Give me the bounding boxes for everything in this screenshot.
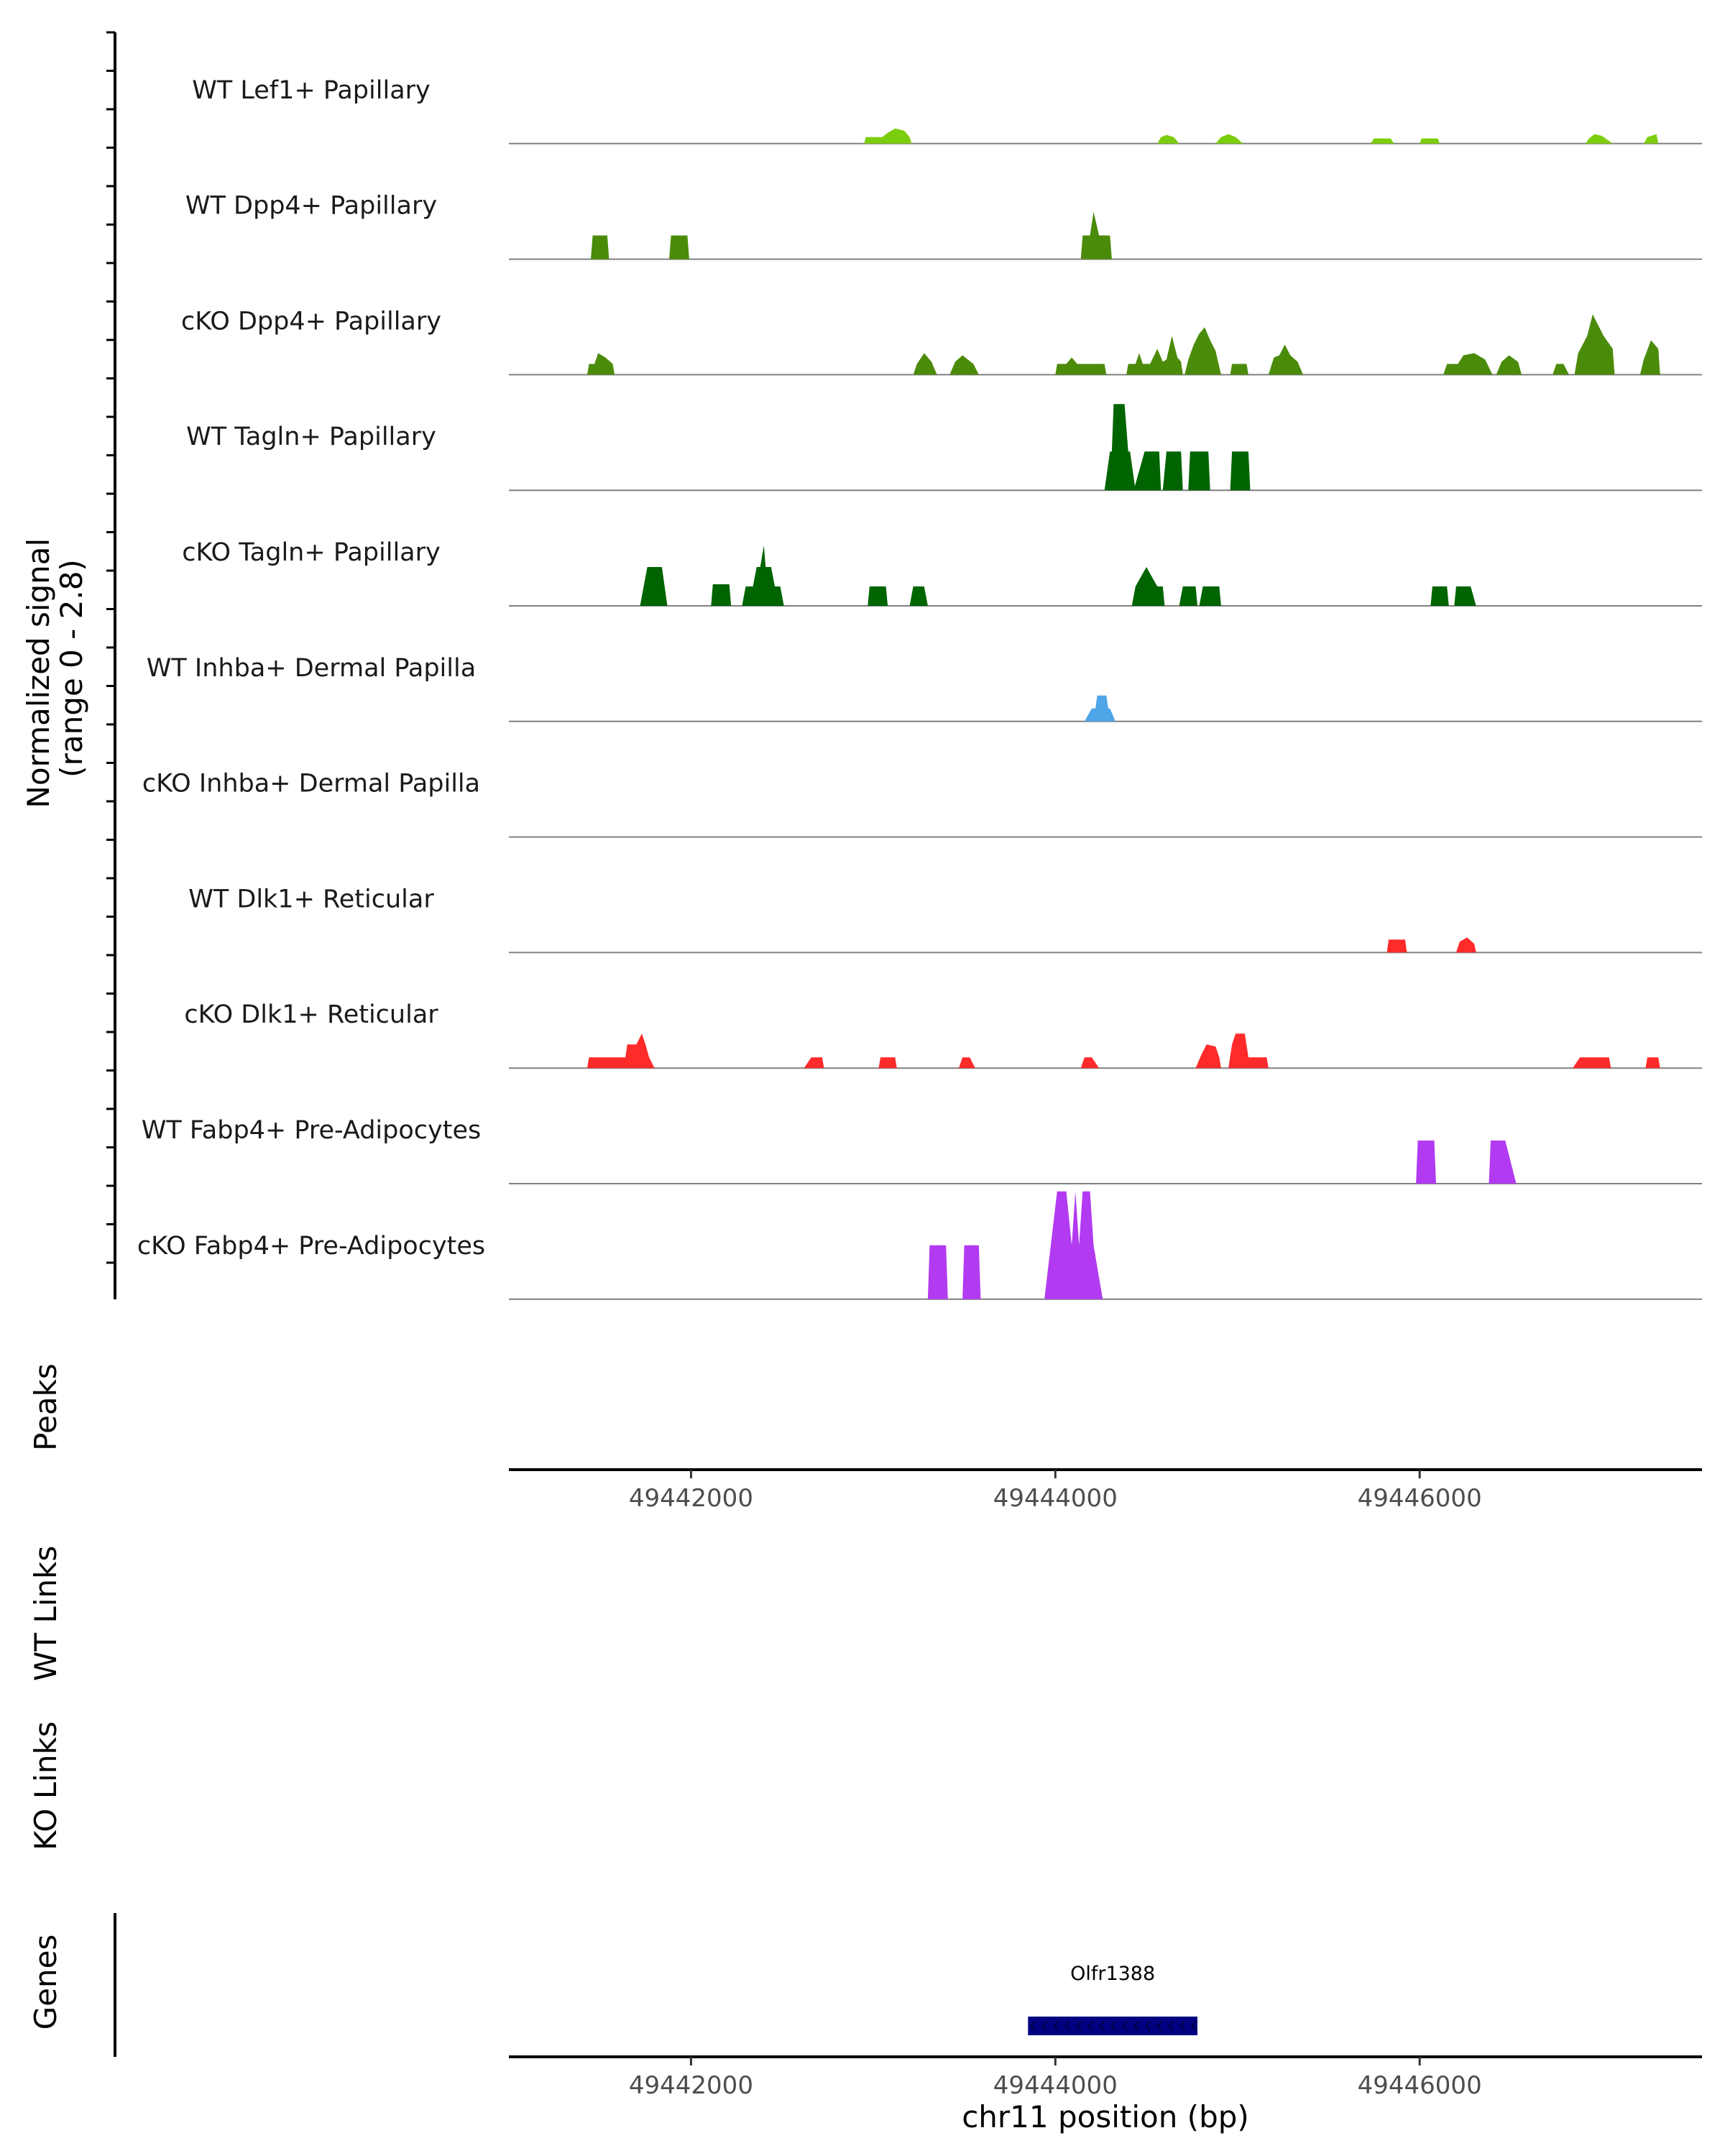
strand-arrow xyxy=(1052,2021,1059,2031)
track-label-wt-dlk1-reticular: WT Dlk1+ Reticular xyxy=(188,885,434,913)
track-signal-wt-dpp4-papillary xyxy=(591,211,1112,259)
track-label-cko-fabp4-pre-adipocytes: cKO Fabp4+ Pre-Adipocytes xyxy=(137,1232,485,1261)
x-tick-label: 49444000 xyxy=(993,1484,1118,1513)
x-tick-label: 49442000 xyxy=(629,1484,753,1513)
strand-arrow xyxy=(1041,2021,1047,2031)
strand-arrow xyxy=(1121,2021,1128,2031)
track-label-cko-dpp4-papillary: cKO Dpp4+ Papillary xyxy=(181,307,441,336)
x-tick-label: 49446000 xyxy=(1358,1484,1482,1513)
coverage-tracks: WT Lef1+ Papillary WT Dpp4+ Papillary cKO … xyxy=(137,76,1702,1300)
strand-arrow xyxy=(1179,2021,1185,2031)
x-tick-label: 49446000 xyxy=(1358,2071,1482,2100)
track-signal-wt-inhba-dermal-papilla xyxy=(1084,695,1116,722)
track-signal-cko-dlk1-reticular xyxy=(587,1033,1660,1069)
strand-arrow xyxy=(1098,2021,1105,2031)
strand-arrow xyxy=(1064,2021,1070,2031)
strand-arrow xyxy=(1075,2021,1082,2031)
coverage-ylabel: Normalized signal (range 0 - 2.8) xyxy=(21,528,89,808)
coverage-y-ticks xyxy=(106,31,115,1264)
coverage-ylabel-line2: (range 0 - 2.8) xyxy=(54,559,89,778)
x-tick-label: 49444000 xyxy=(993,2071,1118,2100)
strand-arrow xyxy=(1029,2021,1036,2031)
genes-x-ticks: 49442000 49444000 49446000 xyxy=(629,2057,1482,2100)
genes-ylabel: Genes xyxy=(28,1935,63,2030)
peaks-ylabel: Peaks xyxy=(28,1363,63,1451)
track-signal-cko-dpp4-papillary xyxy=(587,314,1660,375)
coverage-ylabel-line1: Normalized signal xyxy=(21,538,56,808)
track-signal-cko-tagln-papillary xyxy=(640,545,1476,606)
track-signal-wt-tagln-papillary xyxy=(1104,404,1251,491)
track-label-cko-tagln-papillary: cKO Tagln+ Papillary xyxy=(182,538,441,567)
ko-links-ylabel: KO Links xyxy=(28,1721,63,1851)
gene-annotations: Olfr1388 xyxy=(1028,1963,1197,2035)
peaks-x-ticks: 49442000 49444000 49446000 xyxy=(629,1470,1482,1513)
strand-arrow xyxy=(1144,2021,1151,2031)
strand-arrow xyxy=(1110,2021,1116,2031)
track-signal-wt-fabp4-pre-adipocytes xyxy=(1416,1141,1517,1184)
track-label-cko-dlk1-reticular: cKO Dlk1+ Reticular xyxy=(184,1000,438,1029)
track-label-wt-lef1-papillary: WT Lef1+ Papillary xyxy=(192,76,431,105)
track-signal-wt-dlk1-reticular xyxy=(1386,937,1476,953)
x-axis-label: chr11 position (bp) xyxy=(962,2099,1249,2134)
strand-arrow xyxy=(1087,2021,1093,2031)
strand-arrow xyxy=(1156,2021,1162,2031)
track-label-wt-tagln-papillary: WT Tagln+ Papillary xyxy=(186,423,436,451)
track-label-cko-inhba-dermal-papilla: cKO Inhba+ Dermal Papilla xyxy=(142,770,480,798)
gene-label-olfr1388: Olfr1388 xyxy=(1070,1963,1155,1985)
track-label-wt-inhba-dermal-papilla: WT Inhba+ Dermal Papilla xyxy=(147,654,476,683)
track-signal-wt-lef1-papillary xyxy=(864,128,1659,144)
strand-arrow xyxy=(1167,2021,1174,2031)
track-signal-cko-fabp4-pre-adipocytes xyxy=(927,1191,1103,1299)
track-label-wt-dpp4-papillary: WT Dpp4+ Papillary xyxy=(185,192,437,221)
strand-arrow xyxy=(1190,2021,1197,2031)
strand-arrow xyxy=(1133,2021,1139,2031)
x-tick-label: 49442000 xyxy=(629,2071,753,2100)
track-label-wt-fabp4-pre-adipocytes: WT Fabp4+ Pre-Adipocytes xyxy=(142,1116,481,1145)
wt-links-ylabel: WT Links xyxy=(28,1546,63,1681)
